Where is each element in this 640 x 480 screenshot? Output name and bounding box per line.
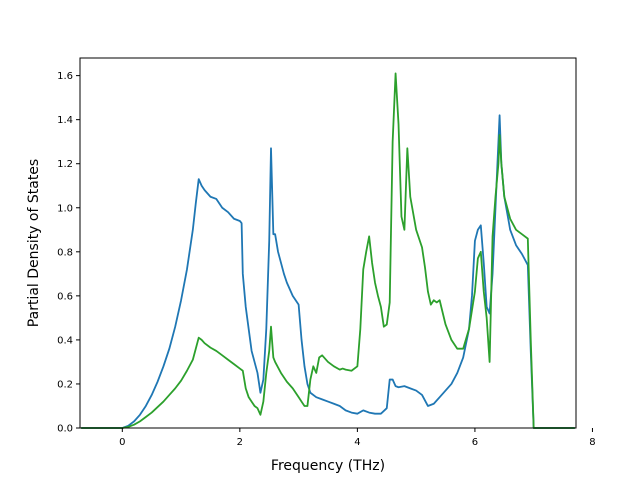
x-tick-label: 6 [472, 437, 478, 448]
axes-frame [79, 57, 577, 429]
series-line-1 [81, 114, 575, 429]
y-axis-label: Partial Density of States [26, 159, 42, 327]
x-axis-label: Frequency (THz) [271, 458, 385, 474]
y-tick-label: 1.6 [57, 71, 73, 82]
y-tick-label: 0.6 [57, 291, 73, 302]
y-tick-label: 1.4 [57, 115, 73, 126]
x-tick-label: 2 [237, 437, 243, 448]
plot-area [80, 58, 576, 428]
y-tick-label: 1.0 [57, 203, 73, 214]
x-tick-label: 8 [589, 437, 595, 448]
series-layer [81, 72, 575, 429]
y-tick-label: 0.8 [57, 247, 73, 258]
x-tick-label: 0 [119, 437, 125, 448]
series-line-2 [81, 72, 575, 429]
y-tick-label: 1.2 [57, 159, 73, 170]
x-axis-ticks: 0 2 4 6 8 [119, 428, 596, 448]
y-tick-label: 0.0 [57, 424, 73, 435]
y-tick-label: 0.2 [57, 379, 73, 390]
y-axis-ticks: 0.0 0.2 0.4 0.6 0.8 1.0 1.2 1.4 1.6 [57, 71, 80, 435]
y-tick-label: 0.4 [57, 335, 73, 346]
x-tick-label: 4 [354, 437, 360, 448]
